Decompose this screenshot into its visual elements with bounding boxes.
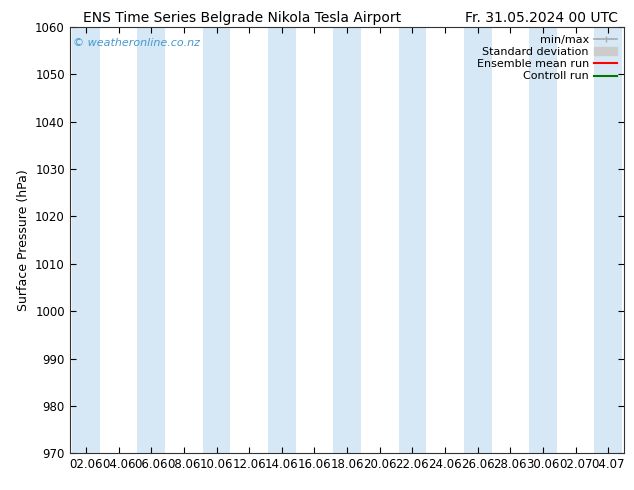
Bar — [138, 27, 165, 453]
Text: ENS Time Series Belgrade Nikola Tesla Airport: ENS Time Series Belgrade Nikola Tesla Ai… — [82, 11, 401, 25]
Bar — [268, 27, 295, 453]
Legend: min/max, Standard deviation, Ensemble mean run, Controll run: min/max, Standard deviation, Ensemble me… — [474, 32, 619, 84]
Bar — [594, 27, 622, 453]
Text: © weatheronline.co.nz: © weatheronline.co.nz — [72, 38, 200, 48]
Bar — [72, 27, 100, 453]
Bar — [203, 27, 230, 453]
Text: Fr. 31.05.2024 00 UTC: Fr. 31.05.2024 00 UTC — [465, 11, 618, 25]
Bar — [399, 27, 426, 453]
Bar — [333, 27, 361, 453]
Bar — [464, 27, 491, 453]
Y-axis label: Surface Pressure (hPa): Surface Pressure (hPa) — [16, 169, 30, 311]
Bar — [529, 27, 557, 453]
